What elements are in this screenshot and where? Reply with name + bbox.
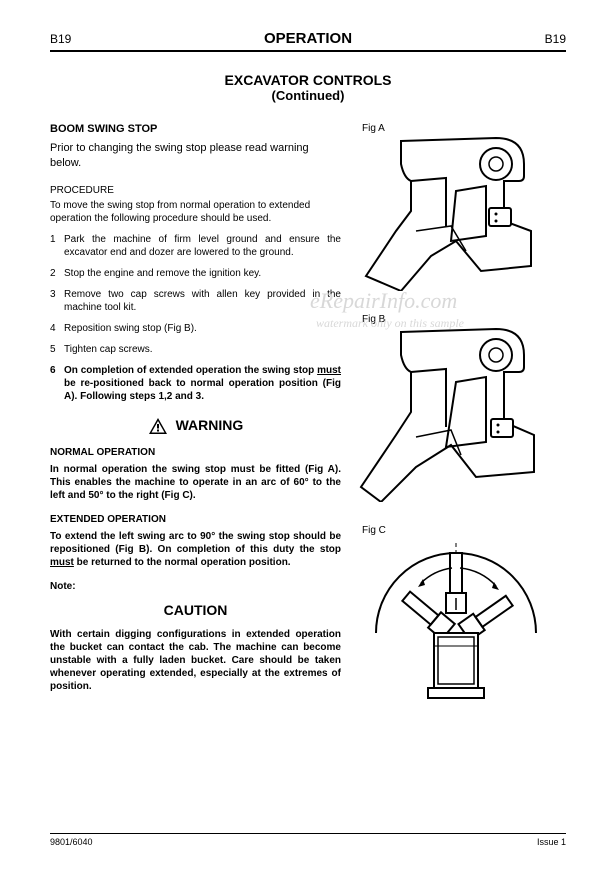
normal-op-body: In normal operation the swing stop must … [50,463,341,502]
extended-op-heading: EXTENDED OPERATION [50,514,341,525]
fig-c-diagram [356,538,556,708]
title-line2: (Continued) [50,88,566,103]
note-label: Note: [50,581,341,592]
figure-a: Fig A [356,123,566,296]
normal-op-heading: NORMAL OPERATION [50,447,341,458]
extended-op-body: To extend the left swing arc to 90° the … [50,530,341,569]
title-line1: EXCAVATOR CONTROLS [50,72,566,88]
boom-swing-heading: BOOM SWING STOP [50,123,341,135]
procedure-heading: PROCEDURE [50,185,341,196]
footer-left: 9801/6040 [50,837,93,847]
header-title: OPERATION [264,30,352,47]
caution-label: CAUTION [50,602,341,618]
header-left: B19 [50,32,71,46]
step-5: 5Tighten cap screws. [50,343,341,356]
boom-swing-intro: Prior to changing the swing stop please … [50,141,341,171]
step-4: 4Reposition swing stop (Fig B). [50,322,341,335]
warning-icon [148,417,168,435]
caution-body: With certain digging configurations in e… [50,628,341,693]
figure-b: Fig B [356,314,566,507]
page-footer: 9801/6040 Issue 1 [50,833,566,847]
title-block: EXCAVATOR CONTROLS (Continued) [50,72,566,103]
step-3: 3Remove two cap screws with allen key pr… [50,288,341,314]
warning-label: WARNING [176,417,244,433]
header-right: B19 [545,32,566,46]
left-column: BOOM SWING STOP Prior to changing the sw… [50,123,341,731]
procedure-steps: 1Park the machine of firm level ground a… [50,233,341,403]
fig-a-label: Fig A [362,123,566,134]
fig-c-label: Fig C [362,525,566,536]
step-1: 1Park the machine of firm level ground a… [50,233,341,259]
footer-right: Issue 1 [537,837,566,847]
step-6: 6 On completion of extended operation th… [50,364,341,403]
page-header: B19 OPERATION B19 [50,30,566,52]
step-2: 2Stop the engine and remove the ignition… [50,267,341,280]
warning-block: WARNING [50,417,341,435]
fig-b-diagram [356,327,556,502]
fig-a-diagram [356,136,556,291]
fig-b-label: Fig B [362,314,566,325]
procedure-intro: To move the swing stop from normal opera… [50,199,341,225]
right-column: Fig A Fig B [356,123,566,731]
figure-c: Fig C [356,525,566,713]
